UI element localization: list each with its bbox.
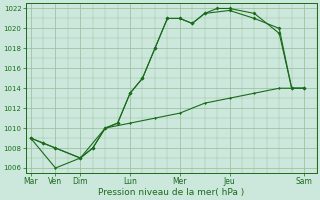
X-axis label: Pression niveau de la mer( hPa ): Pression niveau de la mer( hPa ) <box>98 188 244 197</box>
